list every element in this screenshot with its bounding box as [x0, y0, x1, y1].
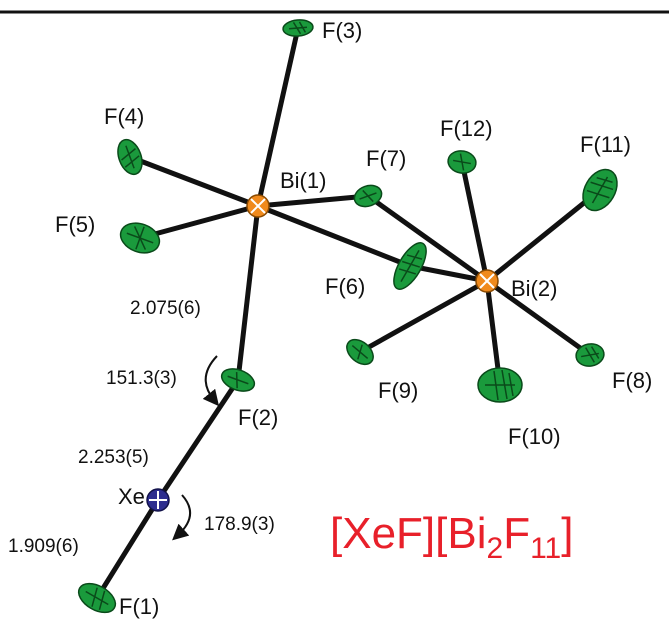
atom-f2 — [220, 368, 256, 392]
atom-f1 — [77, 582, 117, 614]
bond-bi2-f12 — [459, 159, 490, 284]
atom-f5 — [119, 222, 161, 254]
label-f7: F(7) — [366, 146, 406, 171]
atom-f11 — [582, 168, 618, 212]
atom-f4 — [117, 138, 143, 176]
bond-f2-xe — [155, 377, 241, 503]
label-bi2: Bi(2) — [511, 276, 557, 301]
label-f10: F(10) — [508, 424, 561, 449]
compound-formula: [XeF][Bi2F11] — [330, 509, 573, 565]
formula-subscript-1: 2 — [487, 532, 504, 565]
atom-bi2 — [475, 269, 499, 293]
formula-part-3: ] — [561, 509, 573, 558]
bond-xe-f1 — [94, 497, 161, 601]
bond-bi2-f6 — [407, 263, 490, 284]
atom-f10 — [477, 367, 523, 403]
measure-f2-xe-distance: 2.253(5) — [78, 447, 149, 468]
label-f12: F(12) — [440, 116, 493, 141]
formula-part-2: F — [503, 509, 530, 558]
bond-bi2-f9 — [357, 278, 490, 355]
angle-arrow-f-xe-f — [172, 494, 191, 541]
label-f8: F(8) — [612, 368, 652, 393]
label-f4: F(4) — [104, 104, 144, 129]
bond-bi1-f2 — [235, 203, 261, 383]
measure-xe-f1-distance: 1.909(6) — [8, 536, 79, 557]
label-bi1: Bi(1) — [280, 168, 326, 193]
label-f6: F(6) — [325, 274, 365, 299]
label-xe: Xe — [118, 484, 145, 509]
measure-f-xe-f-angle: 178.9(3) — [204, 514, 275, 535]
bond-bi2-f8 — [484, 278, 593, 358]
bond-bi2-f7 — [365, 193, 490, 284]
atom-f8 — [575, 343, 605, 367]
atom-bi1 — [246, 194, 270, 218]
label-f11: F(11) — [580, 132, 631, 157]
atom-xe — [146, 488, 170, 512]
label-f9: F(9) — [378, 378, 418, 403]
bond-bi1-f4 — [127, 154, 261, 209]
bond-bi1-f3 — [255, 25, 301, 209]
bond-bi2-f11 — [484, 187, 603, 284]
atom-f9 — [346, 338, 374, 366]
label-f1: F(1) — [119, 594, 159, 619]
bond-bi1-f7 — [255, 193, 371, 209]
formula-subscript-2: 11 — [530, 532, 561, 565]
atoms — [77, 19, 618, 614]
measure-bi1-f2-distance: 2.075(6) — [130, 298, 201, 319]
atom-f12 — [447, 150, 477, 174]
label-f2: F(2) — [238, 405, 278, 430]
atom-f6 — [393, 242, 427, 290]
formula-part-1: [XeF][Bi — [330, 509, 487, 558]
atom-f7 — [353, 184, 383, 208]
bond-bi1-f5 — [137, 203, 261, 241]
label-f5: F(5) — [55, 212, 95, 237]
label-f3: F(3) — [322, 18, 362, 43]
angle-arrow-bi-f-xe — [202, 355, 220, 407]
atom-f3 — [282, 19, 314, 37]
measure-bi-f-xe-angle: 151.3(3) — [106, 368, 177, 389]
bond-bi1-f6 — [255, 203, 413, 269]
